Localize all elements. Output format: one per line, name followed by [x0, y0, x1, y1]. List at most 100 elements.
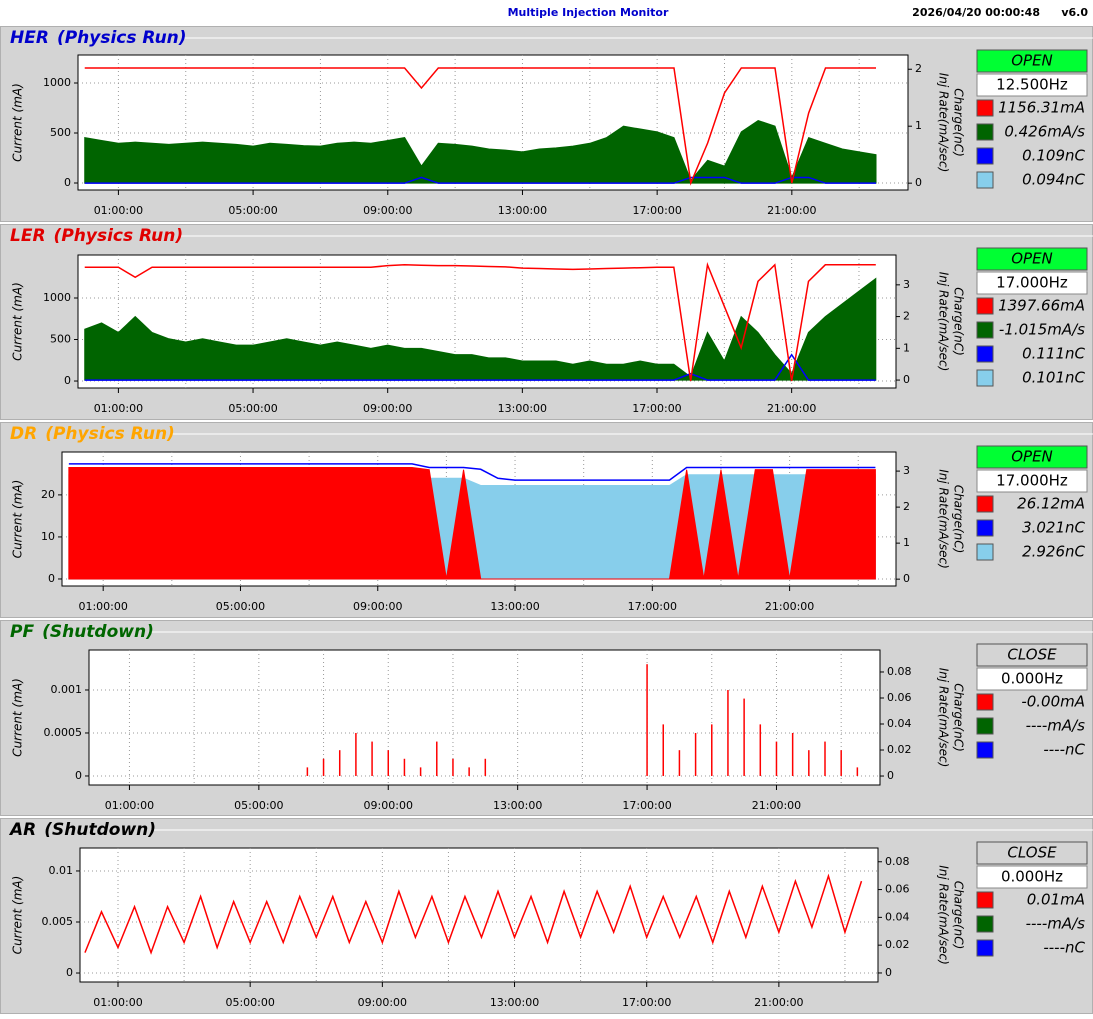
- x-tick-label: 09:00:00: [364, 799, 413, 812]
- rate: 0.000Hz: [1001, 868, 1063, 886]
- system-name: DR: [10, 424, 37, 444]
- status-box: [976, 445, 1088, 469]
- series-line: [84, 873, 863, 955]
- y2-tick-label: 1: [903, 341, 910, 354]
- y2-axis-label: Charge(nC): [952, 88, 966, 157]
- reading-swatch: [976, 369, 994, 387]
- y-tick-label: 500: [50, 333, 71, 346]
- status-box: [976, 247, 1088, 271]
- y-tick-label: 0.005: [42, 915, 74, 928]
- rate-box: [976, 271, 1088, 295]
- x-tick-label: 21:00:00: [754, 996, 803, 1009]
- rate: 17.000Hz: [996, 472, 1068, 490]
- y2-tick-label: 2: [915, 62, 922, 75]
- x-tick-label: 13:00:00: [490, 996, 539, 1009]
- series-layer: [68, 463, 876, 580]
- y-tick-label: 0.001: [51, 683, 83, 696]
- x-tick-label: 17:00:00: [632, 402, 681, 415]
- x-tick-label: 21:00:00: [752, 799, 801, 812]
- x-tick-label: 21:00:00: [767, 402, 816, 415]
- x-tick-label: 05:00:00: [228, 204, 277, 217]
- rate: 17.000Hz: [996, 274, 1068, 292]
- y2-tick-label: 2: [903, 500, 910, 513]
- reading: 0.101nC: [1022, 369, 1085, 387]
- reading-swatch: [976, 891, 994, 909]
- rate: 12.500Hz: [996, 76, 1068, 94]
- status: OPEN: [1011, 448, 1053, 466]
- reading: 1156.31mA: [998, 99, 1085, 117]
- x-tick-label: 05:00:00: [234, 799, 283, 812]
- reading: 0.111nC: [1022, 345, 1085, 363]
- reading: 3.021nC: [1022, 519, 1085, 537]
- y2-tick-label: 3: [903, 464, 910, 477]
- reading-swatch: [976, 147, 994, 165]
- y-axis-label: Current (mA): [11, 83, 25, 162]
- reading-swatch: [976, 99, 994, 117]
- reading-swatch: [976, 519, 994, 537]
- y-tick-label: 0: [64, 374, 71, 387]
- y2-axis-label: Inj Rate(mA/sec): [937, 668, 951, 768]
- reading: 0.094nC: [1022, 171, 1085, 189]
- panel-title: DR (Physics Run): [10, 424, 175, 444]
- y-axis-label: Current (mA): [11, 876, 25, 955]
- x-tick-label: 17:00:00: [622, 799, 671, 812]
- panel-title: PF (Shutdown): [10, 622, 154, 642]
- series-line: [84, 176, 877, 184]
- y-tick-label: 500: [50, 126, 71, 139]
- y2-tick-label: 3: [903, 278, 910, 291]
- reading-swatch: [976, 123, 994, 141]
- rate-box: [976, 865, 1088, 889]
- y2-tick-label: 0.06: [885, 883, 910, 896]
- y-tick-label: 0: [75, 769, 82, 782]
- y2-tick-label: 0.08: [887, 665, 912, 678]
- reading: -0.00mA: [1021, 693, 1085, 711]
- status: CLOSE: [1007, 844, 1057, 862]
- reading-swatch: [976, 495, 994, 513]
- run-mode: (Physics Run): [54, 226, 184, 246]
- y-axis-label: Current (mA): [11, 678, 25, 757]
- run-mode: (Shutdown): [44, 820, 156, 840]
- reading: 2.926nC: [1022, 543, 1085, 561]
- status: OPEN: [1011, 250, 1053, 268]
- y2-axis-label: Charge(nC): [952, 287, 966, 356]
- x-tick-label: 09:00:00: [363, 204, 412, 217]
- x-tick-label: 05:00:00: [216, 600, 265, 613]
- series-layer: [306, 664, 859, 776]
- y2-axis-label: Inj Rate(mA/sec): [937, 272, 951, 372]
- x-tick-label: 17:00:00: [632, 204, 681, 217]
- x-tick-label: 01:00:00: [94, 402, 143, 415]
- rate: 0.000Hz: [1001, 670, 1063, 688]
- header-title: Multiple Injection Monitor: [508, 6, 669, 19]
- x-tick-label: 01:00:00: [93, 996, 142, 1009]
- plot-area: [88, 649, 881, 786]
- panel-title: HER (Physics Run): [10, 28, 187, 48]
- reading-swatch: [976, 693, 994, 711]
- run-mode: (Shutdown): [42, 622, 154, 642]
- series-line: [84, 67, 877, 186]
- rate-box: [976, 667, 1088, 691]
- reading: -1.015mA/s: [999, 321, 1085, 339]
- system-name: AR: [8, 820, 36, 840]
- system-name: LER: [10, 226, 46, 246]
- reading: 1397.66mA: [998, 297, 1085, 315]
- run-mode: (Physics Run): [45, 424, 175, 444]
- y2-tick-label: 0: [903, 373, 910, 386]
- status-box: [976, 49, 1088, 73]
- rate-box: [976, 469, 1088, 493]
- reading: 0.109nC: [1022, 147, 1085, 165]
- status-box: [976, 643, 1088, 667]
- series-line: [84, 261, 876, 382]
- panel-title: LER (Physics Run): [10, 226, 183, 246]
- status-box: [976, 841, 1088, 865]
- y2-tick-label: 0.04: [885, 910, 910, 923]
- y2-tick-label: 0: [915, 176, 922, 189]
- series-line: [68, 463, 876, 481]
- y2-axis-label: Inj Rate(mA/sec): [937, 865, 951, 965]
- rate-box: [976, 73, 1088, 97]
- y2-axis-label: Inj Rate(mA/sec): [937, 73, 951, 173]
- plot-area: [79, 847, 879, 983]
- series-layer: [84, 261, 877, 382]
- y2-tick-label: 0.04: [887, 717, 912, 730]
- y-tick-label: 0: [64, 176, 71, 189]
